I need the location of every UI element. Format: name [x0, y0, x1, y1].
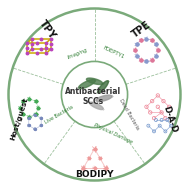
Polygon shape [86, 78, 103, 84]
Text: Dead Bacteria: Dead Bacteria [118, 98, 140, 131]
Text: Physical Damage: Physical Damage [93, 122, 133, 145]
Polygon shape [79, 80, 95, 89]
Text: D-A-D: D-A-D [161, 104, 179, 134]
Text: Host/guest: Host/guest [10, 97, 30, 141]
Text: Imaging: Imaging [67, 47, 89, 60]
Text: FDEPTY1: FDEPTY1 [102, 45, 126, 60]
Text: Live Bacteria: Live Bacteria [44, 105, 74, 125]
Polygon shape [98, 81, 108, 93]
Polygon shape [90, 102, 103, 110]
Text: TPY: TPY [37, 18, 57, 41]
Polygon shape [96, 95, 112, 101]
Text: TPE: TPE [130, 19, 153, 40]
Text: BODIPY: BODIPY [75, 170, 114, 179]
Text: Antibacterial
SCCs: Antibacterial SCCs [65, 87, 121, 106]
